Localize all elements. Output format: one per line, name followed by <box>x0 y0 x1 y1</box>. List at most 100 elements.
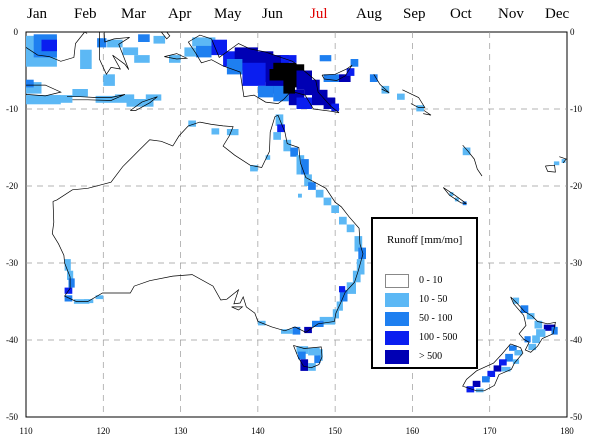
legend-label: 10 - 50 <box>419 294 448 305</box>
runoff-cell <box>509 345 517 351</box>
runoff-cell <box>296 155 305 175</box>
legend: Runoff [mm/mo] 0 - 10 10 - 50 50 - 100 100 … <box>371 217 478 369</box>
runoff-cell <box>369 74 378 82</box>
runoff-cell <box>95 295 104 300</box>
new-zealand-north-coast <box>510 296 556 353</box>
runoff-cell <box>242 62 266 86</box>
runoff-cell <box>449 192 454 196</box>
runoff-cell <box>290 147 298 157</box>
runoff-cell <box>145 94 162 101</box>
month-oct[interactable]: Oct <box>450 6 472 22</box>
solomon-coast <box>373 74 390 94</box>
month-jun[interactable]: Jun <box>262 6 283 22</box>
runoff-cell <box>346 282 356 294</box>
runoff-cell <box>543 324 556 331</box>
month-sep[interactable]: Sep <box>403 6 426 22</box>
runoff-cell <box>298 193 302 198</box>
runoff-cell <box>314 355 321 364</box>
runoff-cell <box>26 79 34 88</box>
runoff-cell <box>561 159 566 163</box>
runoff-cell <box>301 159 309 175</box>
runoff-cell <box>512 297 520 304</box>
runoff-cell <box>153 35 166 44</box>
month-apr[interactable]: Apr <box>168 6 192 22</box>
java-coast <box>25 84 62 97</box>
month-aug[interactable]: Aug <box>356 6 382 22</box>
runoff-cell <box>226 59 243 75</box>
runoff-cell <box>122 47 139 56</box>
axis-ticks: 110 120 130 140 150 160 170 180 0 0 -10 -10 -20 -20 -3… <box>6 27 582 436</box>
runoff-cell <box>339 216 347 225</box>
new-britain-coast <box>321 64 353 81</box>
timor-coast <box>130 96 158 111</box>
runoff-cell <box>331 103 339 112</box>
runoff-cell <box>553 161 560 166</box>
legend-swatch <box>385 274 409 288</box>
runoff-cell <box>354 236 363 252</box>
lat-tick-left--30: -30 <box>6 258 18 268</box>
runoff-cell <box>323 97 336 109</box>
legend-swatch <box>385 331 409 345</box>
lat-tick-right-0: 0 <box>570 27 575 37</box>
month-jul[interactable]: Jul <box>310 6 328 22</box>
runoff-cell <box>283 139 292 152</box>
runoff-cell <box>304 174 312 186</box>
runoff-cell <box>64 259 71 271</box>
month-feb[interactable]: Feb <box>74 6 97 22</box>
lon-tick-150: 150 <box>328 426 342 436</box>
lat-tick-left--20: -20 <box>6 181 18 191</box>
runoff-cell <box>482 376 490 383</box>
runoff-cell <box>532 335 540 344</box>
new-guinea-coast <box>188 34 340 114</box>
runoff-cell <box>416 105 424 112</box>
borneo-coast <box>25 31 88 62</box>
runoff-cell <box>80 49 92 69</box>
coastlines <box>25 31 567 392</box>
sulawesi-coast <box>99 31 130 76</box>
runoff-cell <box>308 182 316 190</box>
runoff-cell <box>250 165 258 172</box>
runoff-cell <box>192 37 216 47</box>
month-jan[interactable]: Jan <box>27 6 47 22</box>
month-selector: Jan Feb Mar Apr May Jun Jul Aug Sep Oct Nov Dec <box>0 0 612 30</box>
runoff-cell <box>487 370 496 377</box>
runoff-cell <box>97 38 107 48</box>
runoff-cell <box>339 286 346 293</box>
map-frame <box>25 31 568 418</box>
runoff-cell <box>103 74 115 86</box>
runoff-cell <box>397 93 405 100</box>
runoff-cells <box>26 34 566 393</box>
legend-label: 50 - 100 <box>419 313 453 324</box>
runoff-cell <box>319 316 336 325</box>
runoff-cell <box>339 74 351 82</box>
runoff-cell <box>454 197 459 202</box>
runoff-cell <box>475 388 484 393</box>
runoff-cell <box>211 128 220 135</box>
month-dec[interactable]: Dec <box>545 6 570 22</box>
tasmania-coast <box>293 345 323 369</box>
month-may[interactable]: May <box>214 6 242 22</box>
runoff-cell <box>41 39 57 52</box>
lat-tick-right--20: -20 <box>570 181 582 191</box>
runoff-cell <box>520 305 529 313</box>
runoff-cell <box>524 336 531 343</box>
lat-tick-right--50: -50 <box>570 412 582 422</box>
month-nov[interactable]: Nov <box>498 6 524 22</box>
runoff-cell <box>298 351 306 360</box>
runoff-cell <box>304 326 312 334</box>
runoff-cell <box>356 259 365 275</box>
legend-swatch <box>385 350 409 364</box>
lat-tick-right--40: -40 <box>570 335 582 345</box>
lon-tick-120: 120 <box>97 426 111 436</box>
month-mar[interactable]: Mar <box>121 6 146 22</box>
solomon-coast-3 <box>423 110 432 116</box>
runoff-cell <box>64 295 73 302</box>
runoff-cell <box>308 363 316 371</box>
legend-label: > 500 <box>419 351 443 362</box>
lon-tick-140: 140 <box>251 426 265 436</box>
legend-label: 100 - 500 <box>419 332 458 343</box>
runoff-cell <box>281 329 293 334</box>
runoff-cell <box>184 47 196 57</box>
runoff-cell <box>72 89 88 97</box>
